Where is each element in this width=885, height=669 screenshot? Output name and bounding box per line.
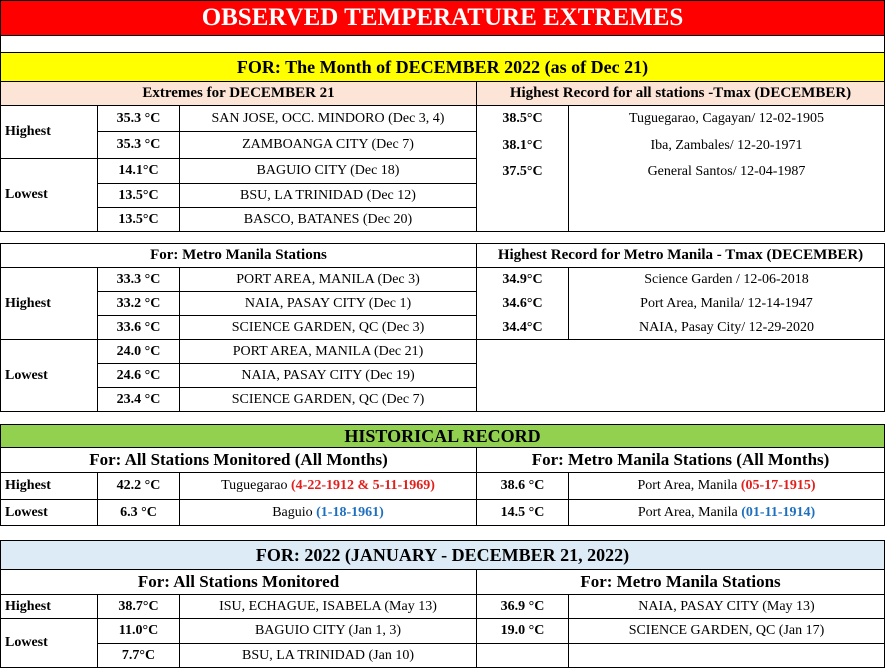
- year-value-2: 11.0°C: [97, 619, 179, 644]
- sec2-record-value-3: 34.4°C: [476, 316, 568, 340]
- sec2-value-5: 24.6 °C: [97, 364, 179, 388]
- page-title: OBSERVED TEMPERATURE EXTREMES: [201, 4, 684, 31]
- month-banner-text: FOR: The Month of DECEMBER 2022 (as of D…: [236, 56, 649, 77]
- sec1-value-4: 13.5°C: [97, 184, 179, 208]
- sec1-record-empty: [568, 184, 885, 232]
- year-left-header: For: All Stations Monitored: [0, 570, 476, 595]
- section-historical: HISTORICAL RECORD For: All Stations Moni…: [0, 424, 885, 526]
- year-mm-station-2: SCIENCE GARDEN, QC (Jan 17): [568, 619, 885, 644]
- sec1-record-value-2: 38.1°C: [476, 132, 568, 159]
- year-mm-empty: [476, 644, 568, 668]
- sec2-station-6: SCIENCE GARDEN, QC (Dec 7): [179, 388, 476, 412]
- historical-right-header: For: Metro Manila Stations (All Months): [476, 448, 885, 473]
- year-station-2: BAGUIO CITY (Jan 1, 3): [179, 619, 476, 644]
- year-banner: FOR: 2022 (JANUARY - DECEMBER 21, 2022): [0, 540, 885, 570]
- year-value-1: 38.7°C: [97, 595, 179, 619]
- historical-mm-low-value: 14.5 °C: [476, 500, 568, 526]
- sec1-record-value-3: 37.5°C: [476, 159, 568, 184]
- sec2-station-2: NAIA, PASAY CITY (Dec 1): [179, 292, 476, 316]
- year-station-3: BSU, LA TRINIDAD (Jan 10): [179, 644, 476, 668]
- historical-banner: HISTORICAL RECORD: [0, 424, 885, 448]
- sec2-value-2: 33.2 °C: [97, 292, 179, 316]
- historical-mm-low-date: (01-11-1914): [741, 504, 816, 520]
- sec2-highest-label: Highest: [0, 268, 97, 340]
- sec1-record-station-3: General Santos/ 12-04-1987: [568, 159, 885, 184]
- sec2-record-station-3: NAIA, Pasay City/ 12-29-2020: [568, 316, 885, 340]
- historical-mm-high-date: (05-17-1915): [740, 478, 816, 493]
- sec1-value-2: 35.3 °C: [97, 132, 179, 159]
- year-mm-station-1: NAIA, PASAY CITY (May 13): [568, 595, 885, 619]
- year-mm-value-2: 19.0 °C: [476, 619, 568, 644]
- historical-mm-high-station: Port Area, Manila: [637, 478, 741, 493]
- year-mm-value-1: 36.9 °C: [476, 595, 568, 619]
- historical-mm-high-value: 38.6 °C: [476, 473, 568, 500]
- sec1-station-3: BAGUIO CITY (Dec 18): [179, 159, 476, 184]
- month-banner: FOR: The Month of DECEMBER 2022 (as of D…: [0, 52, 885, 82]
- sec1-station-1: SAN JOSE, OCC. MINDORO (Dec 3, 4): [179, 106, 476, 132]
- sec2-record-station-2: Port Area, Manila/ 12-14-1947: [568, 292, 885, 316]
- sec2-value-6: 23.4 °C: [97, 388, 179, 412]
- sec1-station-2: ZAMBOANGA CITY (Dec 7): [179, 132, 476, 159]
- historical-low-value: 6.3 °C: [97, 500, 179, 526]
- year-station-1: ISU, ECHAGUE, ISABELA (May 13): [179, 595, 476, 619]
- section-december-extremes: Extremes for DECEMBER 21 Highest Record …: [0, 82, 885, 232]
- historical-lowest-label: Lowest: [0, 500, 97, 526]
- historical-high-value: 42.2 °C: [97, 473, 179, 500]
- sec1-value-1: 35.3 °C: [97, 106, 179, 132]
- sec1-record-empty: [476, 184, 568, 232]
- sec2-record-value-1: 34.9°C: [476, 268, 568, 292]
- year-mm-empty: [568, 644, 885, 668]
- historical-high-station-cell: Tuguegarao (4-22-1912 & 5-11-1969): [179, 473, 476, 500]
- sec2-station-1: PORT AREA, MANILA (Dec 3): [179, 268, 476, 292]
- sec1-station-4: BSU, LA TRINIDAD (Dec 12): [179, 184, 476, 208]
- section-year-2022: FOR: 2022 (JANUARY - DECEMBER 21, 2022) …: [0, 540, 885, 668]
- historical-high-date: (4-22-1912 & 5-11-1969): [291, 478, 435, 493]
- spacer-row: [0, 412, 885, 424]
- historical-low-station: Baguio: [272, 504, 317, 520]
- historical-highest-label: Highest: [0, 473, 97, 500]
- sec2-record-station-1: Science Garden / 12-06-2018: [568, 268, 885, 292]
- year-highest-label: Highest: [0, 595, 97, 619]
- sec2-right-header: Highest Record for Metro Manila - Tmax (…: [476, 243, 885, 268]
- sec2-value-4: 24.0 °C: [97, 340, 179, 364]
- sec1-record-value-1: 38.5°C: [476, 106, 568, 132]
- historical-mm-high-station-cell: Port Area, Manila (05-17-1915): [568, 473, 885, 500]
- sec1-right-header: Highest Record for all stations -Tmax (D…: [476, 82, 885, 106]
- sec1-lowest-label: Lowest: [0, 159, 97, 232]
- sec2-value-1: 33.3 °C: [97, 268, 179, 292]
- sec2-left-header: For: Metro Manila Stations: [0, 243, 476, 268]
- year-right-header: For: Metro Manila Stations: [476, 570, 885, 595]
- historical-mm-low-station: Port Area, Manila: [637, 504, 742, 520]
- section-metro-manila: For: Metro Manila Stations Highest Recor…: [0, 243, 885, 412]
- spacer-row: [0, 232, 885, 243]
- sec2-lowest-label: Lowest: [0, 340, 97, 412]
- sec1-left-header: Extremes for DECEMBER 21: [0, 82, 476, 106]
- historical-low-date: (1-18-1961): [316, 504, 384, 520]
- sec1-record-station-1: Tuguegarao, Cagayan/ 12-02-1905: [568, 106, 885, 132]
- sec1-station-5: BASCO, BATANES (Dec 20): [179, 208, 476, 232]
- sec2-value-3: 33.6 °C: [97, 316, 179, 340]
- historical-high-station: Tuguegarao: [221, 478, 291, 493]
- sec1-value-3: 14.1°C: [97, 159, 179, 184]
- sec2-record-empty: [476, 340, 885, 412]
- historical-left-header: For: All Stations Monitored (All Months): [0, 448, 476, 473]
- historical-mm-low-station-cell: Port Area, Manila (01-11-1914): [568, 500, 885, 526]
- sec2-record-value-2: 34.6°C: [476, 292, 568, 316]
- sec1-value-5: 13.5°C: [97, 208, 179, 232]
- historical-low-station-cell: Baguio (1-18-1961): [179, 500, 476, 526]
- sec1-highest-label: Highest: [0, 106, 97, 159]
- title-banner: OBSERVED TEMPERATURE EXTREMES: [0, 0, 885, 36]
- year-lowest-label: Lowest: [0, 619, 97, 668]
- sec1-record-station-2: Iba, Zambales/ 12-20-1971: [568, 132, 885, 159]
- spacer-row: [0, 526, 885, 540]
- year-value-3: 7.7°C: [97, 644, 179, 668]
- spacer-row: [0, 36, 885, 52]
- sec2-station-4: PORT AREA, MANILA (Dec 21): [179, 340, 476, 364]
- sec2-station-5: NAIA, PASAY CITY (Dec 19): [179, 364, 476, 388]
- sec2-station-3: SCIENCE GARDEN, QC (Dec 3): [179, 316, 476, 340]
